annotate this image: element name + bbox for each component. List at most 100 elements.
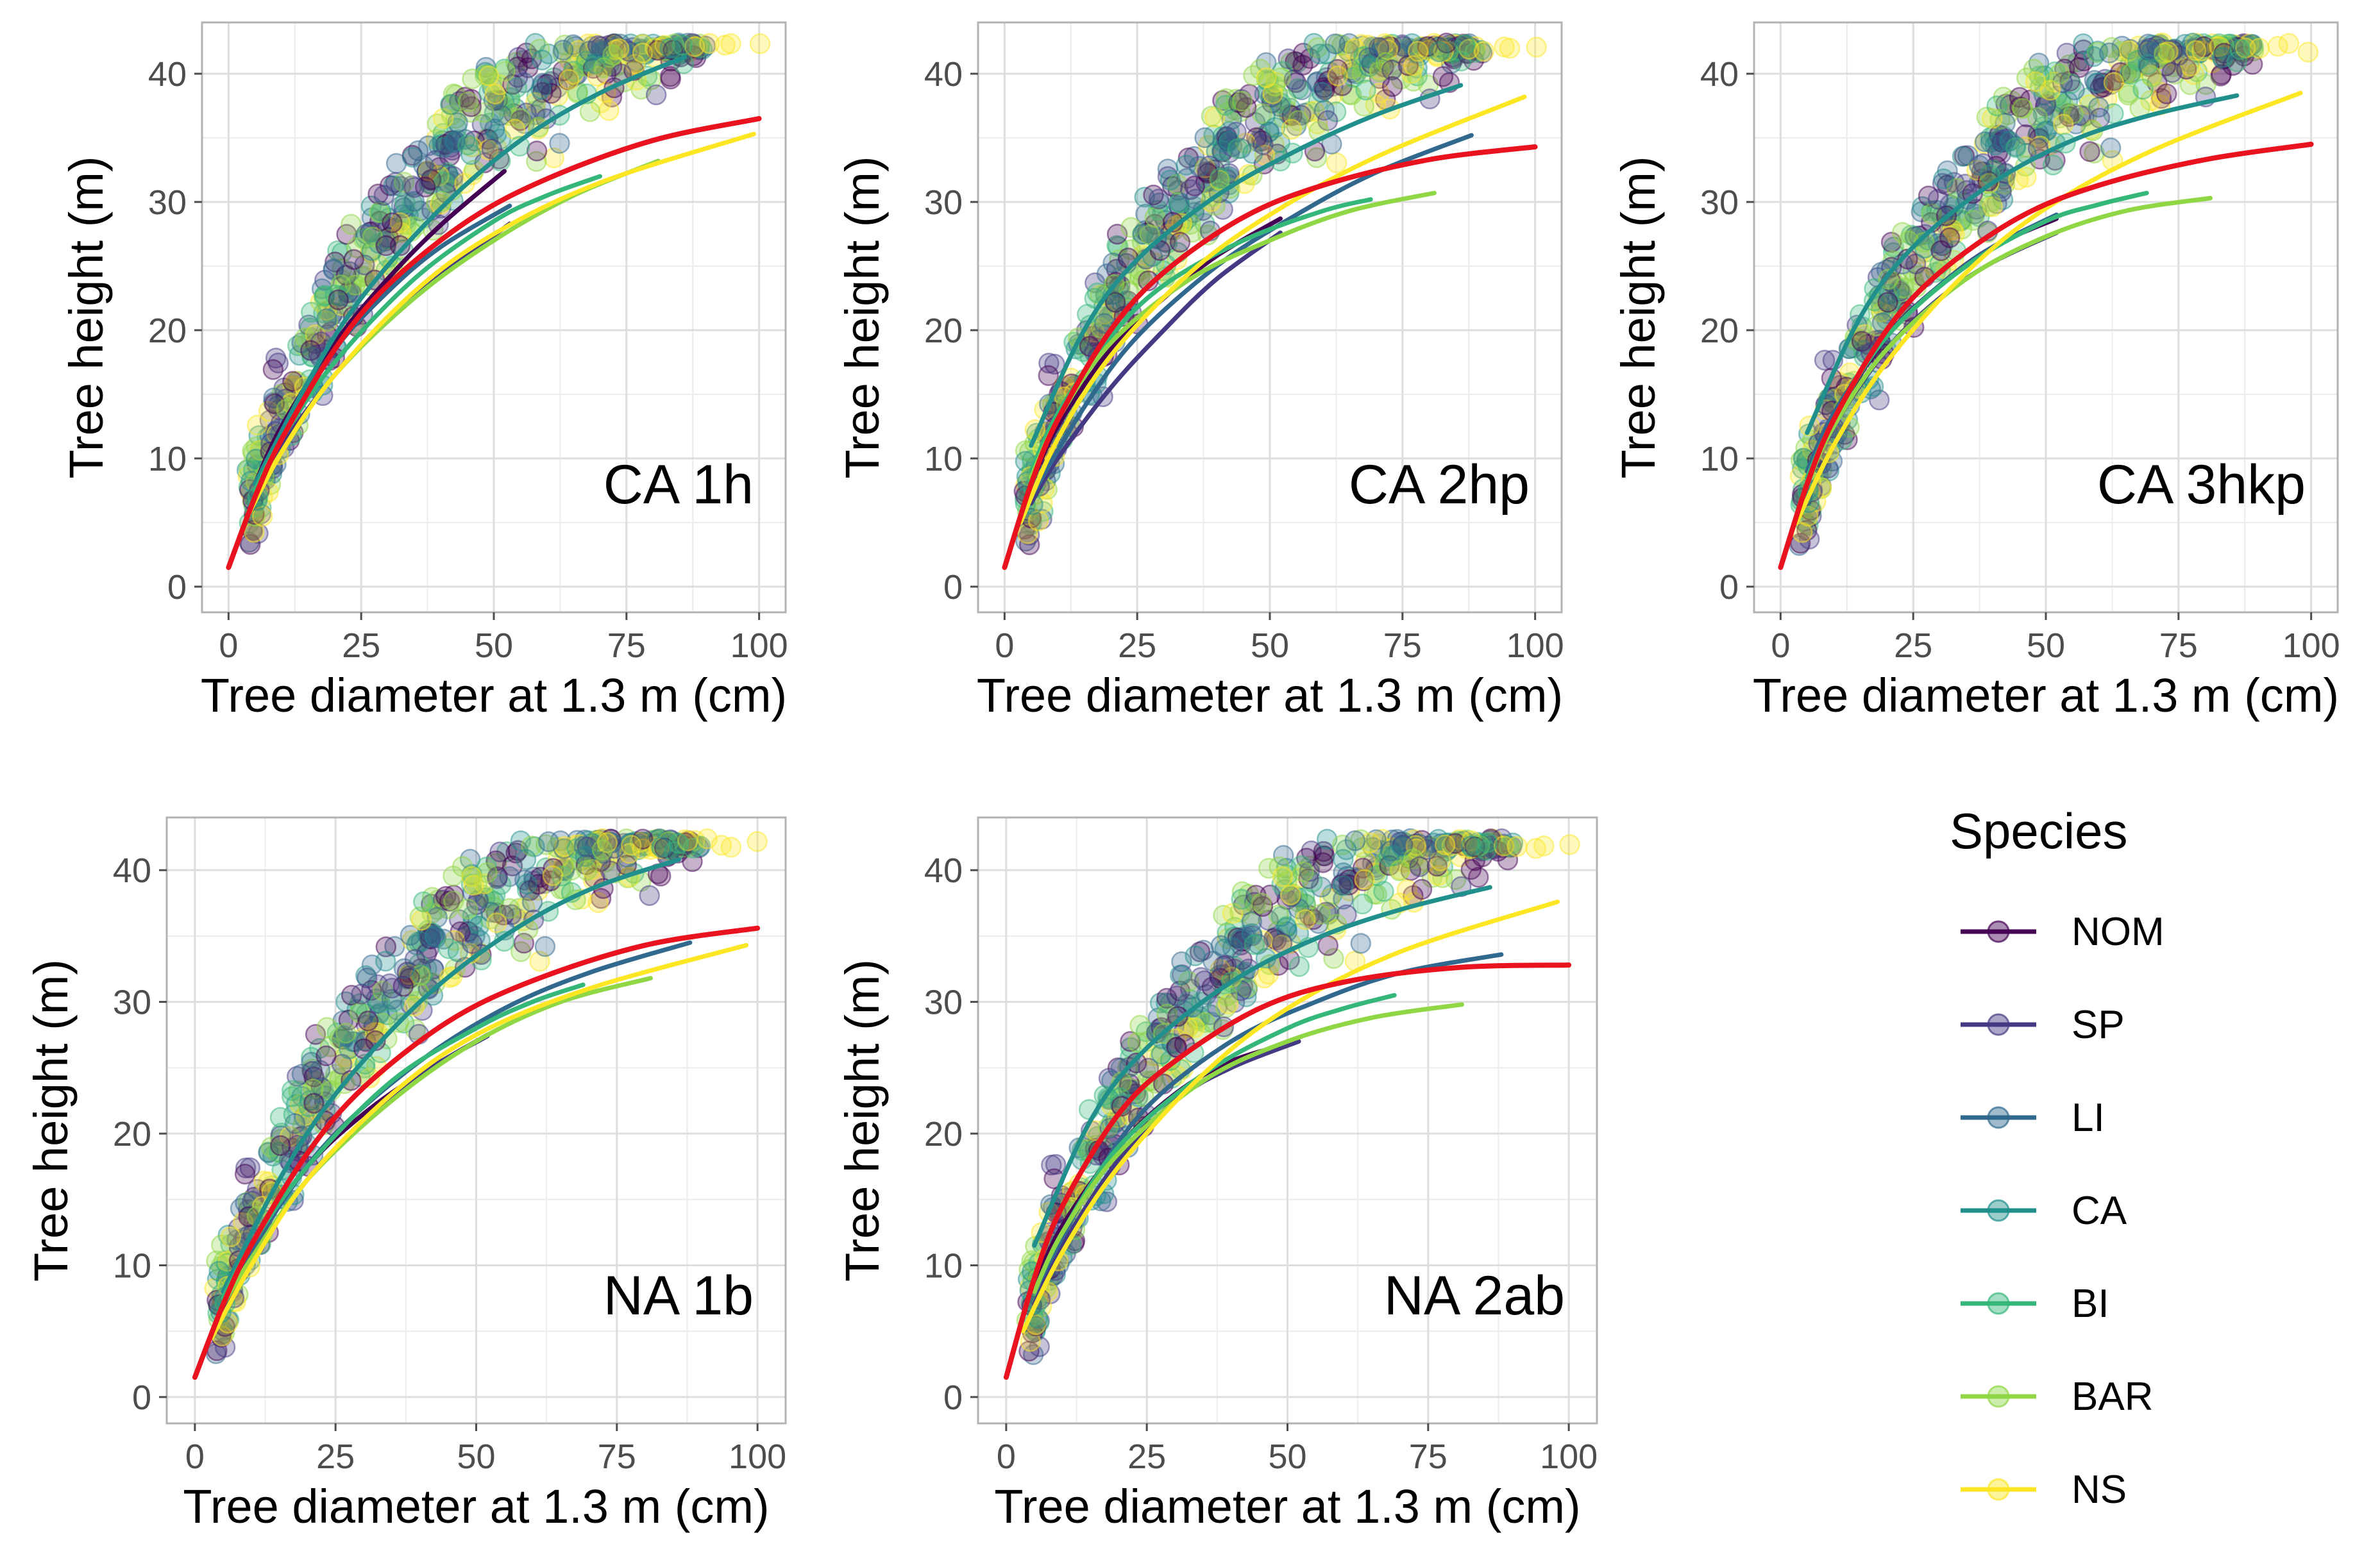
data-point bbox=[1526, 37, 1547, 58]
data-point bbox=[1293, 861, 1314, 883]
data-point bbox=[1144, 206, 1166, 228]
data-point bbox=[2185, 40, 2207, 62]
y-tick-label: 40 bbox=[924, 55, 963, 94]
data-point bbox=[1388, 860, 1410, 882]
data-point bbox=[486, 912, 507, 934]
data-point bbox=[1166, 985, 1188, 1007]
legend-item-nom: NOM bbox=[1961, 910, 2165, 954]
data-point bbox=[1256, 67, 1277, 88]
x-tick-label: 75 bbox=[1409, 1437, 1447, 1476]
y-tick-label: 10 bbox=[148, 440, 187, 478]
y-tick-label: 40 bbox=[148, 55, 187, 94]
data-point bbox=[301, 301, 322, 323]
data-point bbox=[1280, 884, 1301, 906]
y-axis-title: Tree height (m) bbox=[60, 156, 113, 478]
legend-key-point bbox=[1987, 1106, 2010, 1129]
data-point bbox=[481, 138, 503, 160]
data-point bbox=[1169, 964, 1191, 986]
data-point bbox=[1194, 127, 1215, 148]
data-point bbox=[391, 195, 412, 217]
data-point bbox=[1194, 970, 1215, 991]
data-point bbox=[2012, 97, 2033, 119]
x-tick-label: 50 bbox=[1268, 1437, 1306, 1476]
x-tick-label: 0 bbox=[995, 626, 1014, 665]
legend-item-li: LI bbox=[1961, 1096, 2105, 1140]
data-point bbox=[432, 137, 454, 158]
data-point bbox=[1120, 217, 1142, 238]
y-tick-label: 10 bbox=[924, 1246, 963, 1285]
data-point bbox=[410, 910, 432, 931]
data-point bbox=[269, 1107, 291, 1128]
data-point bbox=[1251, 892, 1272, 914]
data-point bbox=[373, 185, 395, 206]
data-point bbox=[1148, 189, 1170, 210]
data-point bbox=[243, 522, 265, 543]
data-point bbox=[1506, 835, 1528, 857]
data-point bbox=[1231, 889, 1252, 910]
legend-key-point bbox=[1987, 1292, 2010, 1315]
data-point bbox=[1432, 66, 1454, 87]
legend-label: BAR bbox=[2072, 1375, 2153, 1419]
data-point bbox=[401, 146, 423, 168]
x-tick-label: 50 bbox=[1251, 626, 1289, 665]
x-tick-label: 25 bbox=[1127, 1437, 1166, 1476]
x-tick-label: 75 bbox=[1383, 626, 1422, 665]
data-point bbox=[443, 890, 464, 912]
data-point bbox=[1411, 878, 1433, 900]
data-point bbox=[558, 69, 580, 90]
x-tick-label: 100 bbox=[729, 1437, 786, 1476]
data-point bbox=[413, 155, 434, 176]
data-point bbox=[457, 135, 478, 156]
data-point bbox=[1033, 501, 1054, 522]
y-tick-label: 20 bbox=[1700, 312, 1739, 350]
data-point bbox=[542, 865, 564, 886]
data-point bbox=[1494, 37, 1515, 58]
data-point bbox=[316, 1045, 337, 1066]
x-tick-label: 50 bbox=[475, 626, 513, 665]
data-point bbox=[591, 839, 613, 860]
data-point bbox=[749, 33, 771, 54]
data-point bbox=[1814, 349, 1836, 371]
data-point bbox=[747, 831, 768, 852]
x-tick-label: 0 bbox=[185, 1437, 205, 1476]
data-point bbox=[1559, 834, 1580, 855]
data-point bbox=[1180, 179, 1201, 201]
panel-title: CA 1h bbox=[603, 454, 754, 515]
data-point bbox=[621, 834, 642, 856]
data-point bbox=[516, 873, 537, 895]
data-point bbox=[2154, 44, 2175, 65]
data-point bbox=[1253, 134, 1274, 155]
data-point bbox=[2212, 47, 2233, 68]
data-point bbox=[2052, 113, 2074, 135]
data-point bbox=[2297, 41, 2319, 63]
legend-item-ca: CA bbox=[1961, 1189, 2127, 1233]
x-tick-label: 75 bbox=[2159, 626, 2198, 665]
data-point bbox=[1473, 40, 1495, 62]
data-point bbox=[461, 866, 482, 887]
data-point bbox=[251, 505, 273, 527]
data-point bbox=[1288, 956, 1310, 977]
x-tick-label: 50 bbox=[2027, 626, 2065, 665]
legend-item-bar: BAR bbox=[1961, 1375, 2153, 1419]
x-axis-title: Tree diameter at 1.3 m (cm) bbox=[1753, 669, 2339, 722]
x-tick-label: 100 bbox=[1506, 626, 1564, 665]
x-tick-label: 75 bbox=[598, 1437, 636, 1476]
data-point bbox=[668, 833, 689, 855]
y-tick-label: 40 bbox=[113, 851, 151, 890]
data-point bbox=[262, 359, 284, 380]
data-point bbox=[2229, 38, 2251, 60]
legend-label: SP bbox=[2072, 1003, 2125, 1047]
data-point bbox=[549, 133, 570, 154]
data-point bbox=[1227, 138, 1249, 160]
y-axis-title: Tree height (m) bbox=[836, 156, 889, 478]
data-point bbox=[1344, 830, 1366, 851]
data-point bbox=[639, 885, 660, 906]
panel-5: 0 25 50 75 100 0 10 20 30 40 Tree diameter at 1.3 … bbox=[836, 816, 1598, 1533]
y-tick-label: 0 bbox=[943, 1378, 963, 1417]
fit-curve-ca bbox=[253, 54, 688, 487]
data-point bbox=[1460, 859, 1482, 880]
data-point bbox=[1525, 838, 1546, 859]
data-point bbox=[568, 40, 589, 61]
data-point bbox=[438, 938, 459, 959]
data-point bbox=[234, 1163, 256, 1185]
